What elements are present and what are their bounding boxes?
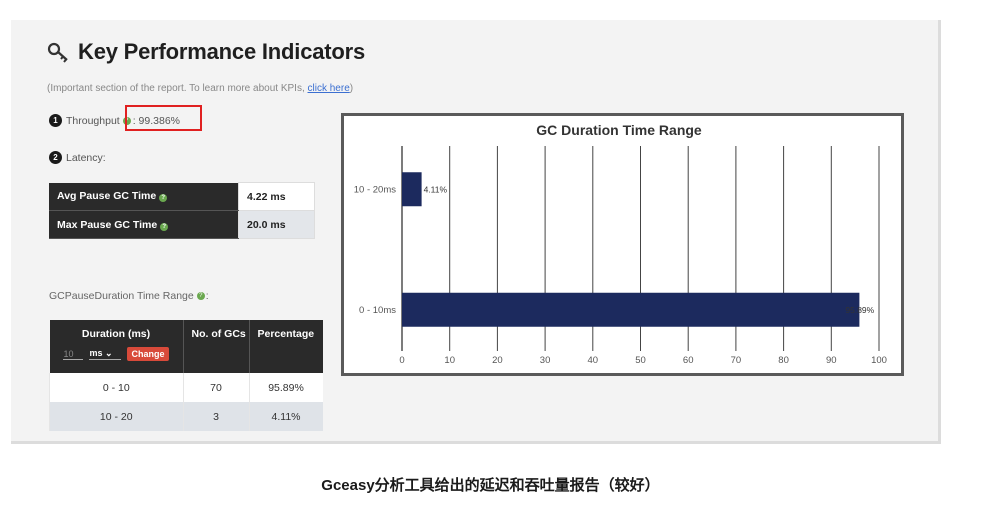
throughput-line: 1 Throughput ? : 99.386% [49,114,180,127]
bar [402,292,860,327]
table-row: Avg Pause GC Time? 4.22 ms [49,182,315,211]
gc-duration-chart: GC Duration Time Range 0 10 20 30 40 50 60 70 80 9… [341,113,904,376]
bar [402,172,422,207]
latency-row-label: Avg Pause GC Time? [49,182,239,211]
subtitle-text: (Important section of the report. To lea… [47,83,308,94]
title-row: Key Performance Indicators [47,39,365,65]
latency-line: 2 Latency: [49,151,106,164]
change-button[interactable]: Change [127,347,169,361]
x-tick-label: 0 [399,355,404,366]
x-tick-label: 60 [683,355,694,366]
chart-title: GC Duration Time Range [536,122,702,138]
kpi-help-link[interactable]: click here [307,83,350,94]
count-header: No. of GCs [182,320,249,373]
count-cell: 3 [182,402,249,431]
throughput-value: : 99.386% [132,114,181,127]
figure-caption: Gceasy分析工具给出的延迟和吞吐量报告（较好） [321,477,660,494]
help-icon[interactable]: ? [160,222,169,231]
kpi-panel: Key Performance Indicators (Important se… [11,20,941,444]
y-category-label: 0 - 10ms [359,305,396,316]
latency-number-badge: 2 [49,151,62,164]
x-tick-label: 50 [635,355,646,366]
throughput-label: Throughput [66,114,120,127]
page-title: Key Performance Indicators [78,39,366,64]
table-row: 10 - 20 3 4.11% [49,402,323,431]
subtitle-suffix: ) [349,83,354,94]
highlight-box [125,105,202,131]
y-category-label: 10 - 20ms [354,184,396,195]
key-icon [47,42,68,63]
table-row: 0 - 10 70 95.89% [49,373,323,402]
x-tick-label: 100 [871,355,887,366]
latency-table: Avg Pause GC Time? 4.22 ms Max Pause GC … [49,182,315,239]
latency-row-value: 20.0 ms [238,210,315,239]
throughput-number-badge: 1 [49,114,62,127]
count-cell: 70 [182,373,249,402]
x-tick-label: 10 [444,355,455,366]
chart-svg: GC Duration Time Range 0 10 20 30 40 50 60 70 80 9… [354,122,887,366]
x-tick-label: 20 [492,355,503,366]
percentage-header: Percentage [248,320,323,373]
help-icon[interactable]: ? [159,194,168,203]
range-section-title: GCPauseDuration Time Range ?: [49,290,209,302]
table-row: Max Pause GC Time? 20.0 ms [49,210,315,239]
x-tick-label: 40 [588,355,599,366]
x-tick-label: 70 [731,355,742,366]
latency-row-value: 4.22 ms [238,182,315,211]
percentage-cell: 4.11% [248,402,323,431]
duration-header: Duration (ms) 10 ms ⌄ Change [49,320,183,373]
x-tick-label: 30 [540,355,551,366]
latency-row-label: Max Pause GC Time? [49,210,239,239]
subtitle: (Important section of the report. To lea… [47,83,353,94]
data-label: 4.11% [424,184,448,194]
help-icon[interactable]: ? [196,292,205,300]
range-input[interactable]: 10 [63,349,84,360]
chevron-down-icon: ⌄ [105,348,113,358]
data-label: 95.89% [845,305,874,315]
duration-cell: 0 - 10 [49,373,183,402]
x-tick-label: 90 [826,355,837,366]
unit-select[interactable]: ms ⌄ [89,348,122,360]
duration-cell: 10 - 20 [49,402,183,431]
x-tick-label: 80 [778,355,789,366]
table-header-row: Duration (ms) 10 ms ⌄ Change No. of GCs … [49,320,323,373]
latency-label: Latency: [66,151,106,164]
percentage-cell: 95.89% [248,373,323,402]
duration-table: Duration (ms) 10 ms ⌄ Change No. of GCs … [49,320,323,431]
